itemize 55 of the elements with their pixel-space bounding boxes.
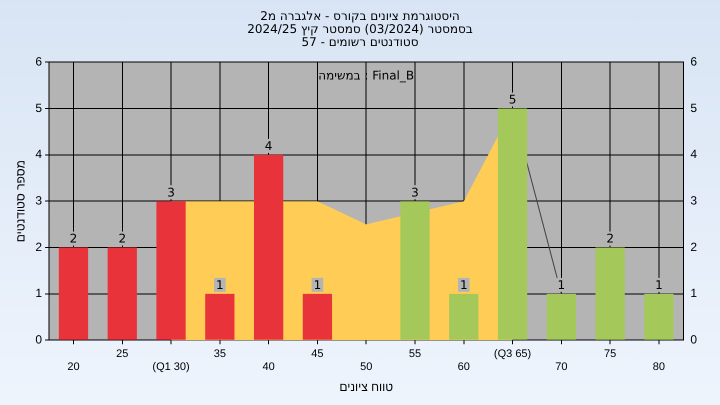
y2-tick-label: 5 [690, 100, 698, 115]
bar [498, 108, 528, 340]
chart-title: היסטוגרמת ציונים בקורס - אלגברה מ2 [259, 9, 461, 23]
x-tick-label: 75 [604, 348, 616, 360]
bar [400, 201, 430, 340]
y-tick-label: 1 [35, 286, 42, 300]
data-label: 3 [167, 185, 175, 200]
bar [644, 294, 674, 340]
y2-tick-label: 2 [690, 240, 698, 254]
y-tick-label: 3 [35, 194, 42, 208]
y-axis-title: מספר סטודנטים [14, 160, 28, 242]
bar [254, 154, 284, 340]
x-tick-label: 50 [360, 361, 372, 374]
x-tick-label: (Q1 30) [152, 361, 190, 374]
y2-tick-label: 6 [690, 54, 698, 69]
data-label: 2 [70, 232, 78, 246]
bar [546, 294, 576, 340]
data-label: 1 [314, 278, 322, 292]
data-label: 1 [558, 278, 566, 292]
y2-tick-label: 3 [690, 194, 698, 208]
y-tick-label: 5 [35, 100, 42, 115]
chart-subtitle: בסמסטר (03/2024) סמסטר קיץ 2024/25 סטודנטים רשומים - 57 [246, 22, 474, 49]
y-tick-label: 4 [35, 147, 42, 162]
bar [58, 248, 88, 340]
data-label: 1 [216, 278, 224, 292]
y2-tick-label: 1 [690, 286, 698, 300]
data-label: 1 [655, 278, 663, 292]
x-tick-label: 40 [262, 361, 275, 374]
x-tick-label: 60 [458, 361, 470, 374]
x-tick-label: 35 [214, 348, 226, 360]
x-axis-title: טווח ציונים [339, 380, 394, 394]
x-tick-label: 55 [408, 348, 422, 360]
x-tick-label: 70 [555, 361, 568, 374]
x-tick-label: (Q3 65) [494, 348, 532, 360]
data-label: 2 [118, 232, 126, 246]
bar [205, 294, 234, 340]
bar [156, 201, 186, 340]
data-label: 5 [508, 92, 516, 107]
bar [596, 248, 625, 340]
y-tick-label: 0 [35, 332, 42, 347]
y2-tick-label: 0 [690, 332, 698, 347]
bar [302, 294, 332, 340]
data-label: 2 [606, 232, 614, 246]
y-tick-label: 2 [35, 240, 42, 254]
x-tick-label: 25 [116, 348, 128, 360]
x-tick-label: 80 [652, 361, 666, 374]
x-tick-label: 45 [311, 348, 324, 360]
y-tick-label: 6 [35, 54, 42, 69]
x-tick-label: 20 [67, 361, 80, 374]
bar [449, 294, 478, 340]
y2-tick-label: 4 [690, 147, 698, 162]
bar [108, 248, 137, 340]
data-label: 1 [460, 278, 468, 292]
data-label: 4 [264, 138, 272, 153]
data-label: 3 [411, 185, 419, 200]
